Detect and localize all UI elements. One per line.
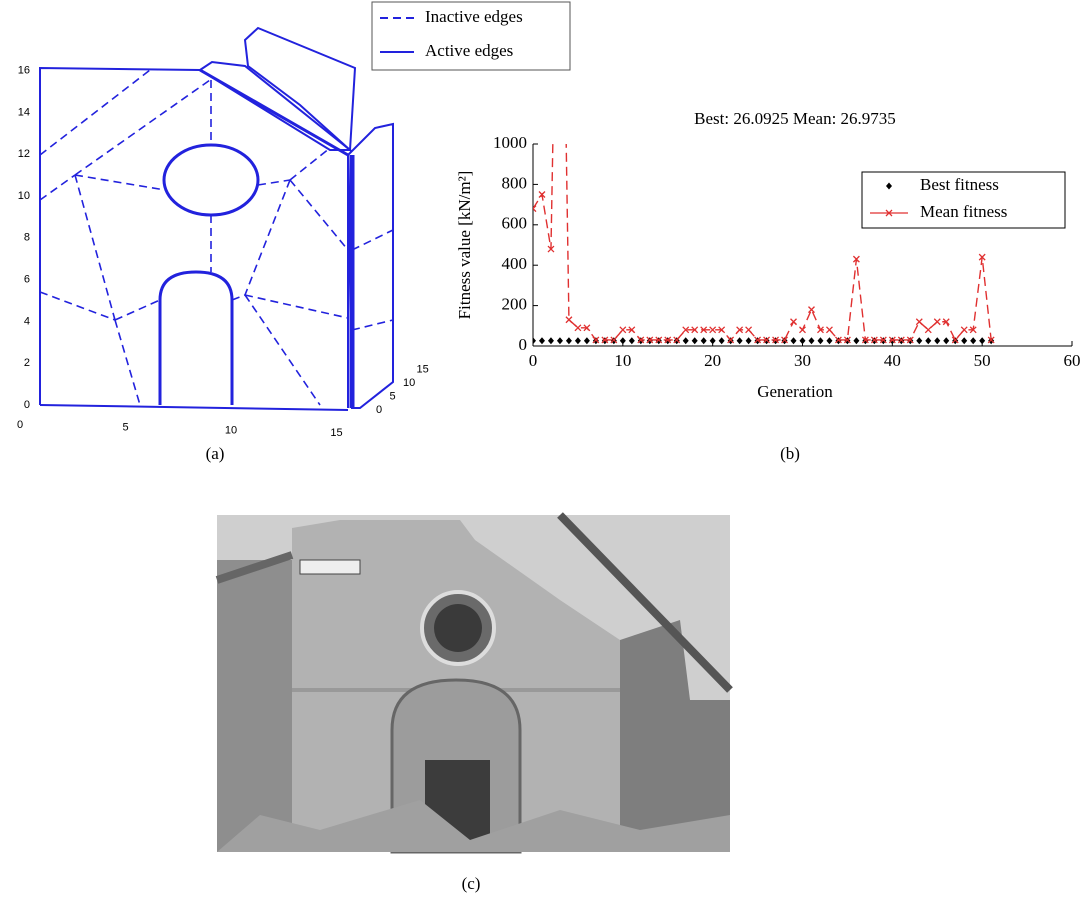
point <box>710 327 716 333</box>
z-tick-label: 5 <box>390 390 396 402</box>
point <box>925 337 931 344</box>
point <box>566 317 572 323</box>
point <box>826 327 832 333</box>
y-tick-label: 0 <box>24 399 30 411</box>
point <box>943 337 949 344</box>
y-tick-label: 200 <box>502 295 528 314</box>
point <box>575 325 581 331</box>
point <box>629 337 635 344</box>
caption: (b) <box>780 444 800 463</box>
point <box>620 327 626 333</box>
point <box>584 337 590 344</box>
point <box>925 327 931 333</box>
point <box>916 337 922 344</box>
point <box>853 337 859 344</box>
x-tick-label: 30 <box>794 351 811 370</box>
point <box>970 337 976 344</box>
point <box>548 337 554 344</box>
y-tick-label: 16 <box>18 65 30 77</box>
legend-label: Inactive edges <box>425 7 523 26</box>
point <box>916 319 922 325</box>
point <box>620 337 626 344</box>
point <box>791 337 797 344</box>
point <box>701 337 707 344</box>
y-tick-label: 0 <box>519 335 528 354</box>
point <box>808 307 814 313</box>
y-tick-label: 400 <box>502 254 528 273</box>
legend: Best fitness Mean fitness <box>862 172 1065 228</box>
x-tick-label: 10 <box>614 351 631 370</box>
x-tick-label: 40 <box>884 351 901 370</box>
point <box>710 337 716 344</box>
y-tick-label: 12 <box>18 148 30 160</box>
point <box>719 337 725 344</box>
point <box>746 327 752 333</box>
point <box>575 337 581 344</box>
x-tick-label: 0 <box>529 351 538 370</box>
y-tick-label: 600 <box>502 214 528 233</box>
y-axis-label: Fitness value [kN/m²] <box>455 171 474 320</box>
legend-label: Mean fitness <box>920 202 1007 221</box>
x-tick-label: 15 <box>330 427 342 439</box>
z-tick-label: 0 <box>376 404 382 416</box>
x-tick-label: 5 <box>122 422 128 434</box>
point <box>692 337 698 344</box>
point <box>826 337 832 344</box>
series-line <box>533 0 991 340</box>
point <box>808 337 814 344</box>
point <box>566 337 572 344</box>
y-tick-label: 14 <box>18 106 30 118</box>
caption: (c) <box>462 874 481 893</box>
x-tick-label: 60 <box>1064 351 1081 370</box>
caption: (a) <box>206 444 225 463</box>
photo <box>217 515 730 852</box>
y-tick-label: 1000 <box>493 133 527 152</box>
figure: Inactive edges Active edges 0 2 4 6 8 10 12 14 1… <box>0 0 1086 909</box>
point <box>817 337 823 344</box>
point <box>934 319 940 325</box>
point <box>539 337 545 344</box>
y-tick-label: 10 <box>18 190 30 202</box>
x-tick-label: 50 <box>974 351 991 370</box>
point <box>961 337 967 344</box>
x-tick-label: 10 <box>225 424 237 436</box>
point <box>979 337 985 344</box>
x-axis-label: Generation <box>757 382 833 401</box>
y-tick-label: 4 <box>24 315 30 327</box>
legend-a: Inactive edges Active edges <box>372 2 570 70</box>
y-tick-label: 8 <box>24 232 30 244</box>
mesh-drawing <box>40 28 393 410</box>
point <box>530 337 536 344</box>
point <box>746 337 752 344</box>
x-tick-label: 20 <box>704 351 721 370</box>
z-tick-label: 15 <box>417 363 429 375</box>
x-tick-label: 0 <box>17 419 23 431</box>
point <box>791 319 797 325</box>
y-tick-label: 6 <box>24 274 30 286</box>
y-tick-label: 800 <box>502 173 528 192</box>
z-tick-label: 10 <box>403 377 415 389</box>
legend-label: Best fitness <box>920 175 999 194</box>
point <box>961 327 967 333</box>
legend-label: Active edges <box>425 41 513 60</box>
chart-title: Best: 26.0925 Mean: 26.9735 <box>694 109 896 128</box>
point <box>800 337 806 344</box>
page: {"panel_a": {"legend": ["Inactive edges"… <box>0 0 1086 909</box>
point <box>683 337 689 344</box>
point <box>934 337 940 344</box>
point <box>737 337 743 344</box>
y-tick-label: 2 <box>24 357 30 369</box>
point <box>800 327 806 333</box>
point <box>557 337 563 344</box>
